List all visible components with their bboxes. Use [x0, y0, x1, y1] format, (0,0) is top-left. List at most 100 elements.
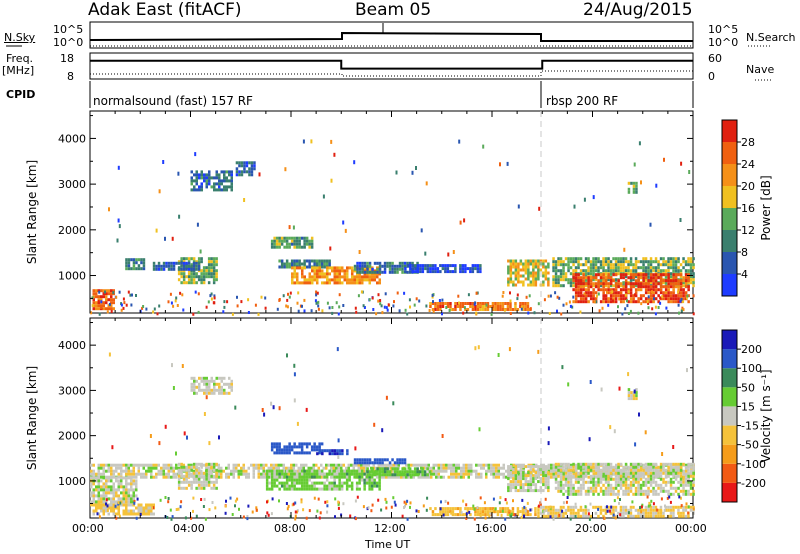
heatmap-cell: [318, 481, 321, 485]
heatmap-cell: [363, 278, 366, 282]
heatmap-cell: [507, 268, 510, 272]
heatmap-cell: [197, 275, 201, 279]
heatmap-cell: [237, 469, 240, 473]
heatmap-cell: [464, 507, 467, 511]
heatmap-cell: [512, 262, 515, 266]
heatmap-cell: [471, 270, 475, 274]
heatmap-cell: [341, 266, 344, 270]
heatmap-cell: [215, 170, 218, 174]
heatmap-cell: [225, 499, 227, 503]
heatmap-cell: [371, 296, 374, 300]
heatmap-cell: [107, 476, 110, 480]
heatmap-cell: [602, 483, 605, 487]
heatmap-cell: [200, 182, 203, 186]
heatmap-cell: [667, 276, 670, 280]
heatmap-cell: [97, 479, 100, 483]
heatmap-cell: [278, 442, 281, 446]
heatmap-cell: [97, 497, 100, 501]
heatmap-cell: [588, 517, 591, 521]
heatmap-cell: [409, 270, 412, 274]
heatmap-cell: [157, 463, 160, 467]
heatmap-cell: [391, 473, 394, 477]
heatmap-cell: [192, 462, 196, 466]
heatmap-cell: [637, 300, 640, 304]
heatmap-cell: [569, 260, 573, 264]
heatmap-cell: [237, 463, 240, 467]
heatmap-cell: [250, 164, 254, 168]
heatmap-cell: [564, 278, 568, 282]
heatmap-cell: [619, 282, 623, 286]
heatmap-cell: [677, 465, 680, 469]
heatmap-cell: [567, 266, 570, 270]
heatmap-cell: [225, 382, 228, 386]
heatmap-cell: [624, 285, 628, 289]
heatmap-cell: [564, 480, 568, 484]
heatmap-cell: [532, 283, 535, 287]
heatmap-cell: [642, 483, 645, 487]
heatmap-cell: [532, 477, 535, 481]
heatmap-cell: [335, 475, 339, 479]
heatmap-cell: [167, 300, 170, 304]
heatmap-cell: [333, 484, 336, 488]
heatmap-cell: [220, 379, 223, 383]
heatmap-cell: [100, 466, 103, 470]
heatmap-cell: [547, 489, 550, 493]
heatmap-cell: [604, 505, 608, 509]
heatmap-cell: [192, 267, 196, 271]
heatmap-cell: [574, 300, 578, 304]
heatmap-cell: [415, 297, 418, 301]
heatmap-cell: [342, 220, 345, 225]
heatmap-cell: [130, 494, 133, 498]
heatmap-cell: [117, 506, 120, 510]
heatmap-cell: [215, 173, 218, 177]
heatmap-cell: [230, 469, 233, 473]
heatmap-cell: [142, 466, 145, 470]
heatmap-cell: [642, 273, 645, 277]
heatmap-cell: [105, 498, 108, 502]
heatmap-cell: [521, 513, 525, 517]
heatmap-cell: [213, 379, 216, 383]
heatmap-cell: [155, 264, 158, 268]
heatmap-cell: [602, 273, 605, 277]
heatmap-cell: [223, 376, 226, 380]
heatmap-cell: [508, 509, 511, 513]
heatmap-cell: [492, 469, 495, 473]
heatmap-cell: [567, 462, 570, 466]
heatmap-cell: [288, 262, 291, 266]
heatmap-cell: [92, 491, 95, 495]
heatmap-cell: [537, 480, 540, 484]
heatmap-cell: [607, 505, 610, 509]
heatmap-cell: [365, 475, 369, 479]
heatmap-cell: [612, 297, 615, 301]
heatmap-cell: [597, 288, 600, 292]
heatmap-cell: [135, 472, 138, 476]
heatmap-cell: [509, 474, 513, 478]
heatmap-cell: [208, 176, 211, 180]
heatmap-cell: [604, 297, 608, 301]
heatmap-cell: [477, 475, 480, 479]
heatmap-cell: [295, 239, 299, 243]
heatmap-cell: [207, 471, 211, 475]
heatmap-cell: [293, 245, 296, 249]
heatmap-cell: [116, 238, 119, 243]
heatmap-cell: [597, 292, 600, 296]
heatmap-cell: [461, 305, 465, 308]
heatmap-cell: [172, 267, 176, 271]
heatmap-cell: [674, 282, 678, 286]
heatmap-cell: [215, 278, 218, 282]
heatmap-cell: [432, 472, 435, 476]
heatmap-cell: [287, 472, 290, 476]
heatmap-cell: [273, 478, 276, 482]
heatmap-cell: [637, 511, 640, 515]
heatmap-cell: [303, 242, 306, 246]
heatmap-cell: [157, 469, 160, 473]
heatmap-cell: [285, 466, 288, 470]
heatmap-cell: [557, 471, 560, 475]
heatmap-cell: [329, 246, 332, 251]
heatmap-cell: [97, 466, 100, 470]
heatmap-cell: [205, 466, 208, 470]
heatmap-cell: [205, 266, 208, 270]
heatmap-cell: [654, 273, 658, 277]
heatmap-cell: [400, 475, 403, 479]
heatmap-cell: [361, 275, 364, 279]
